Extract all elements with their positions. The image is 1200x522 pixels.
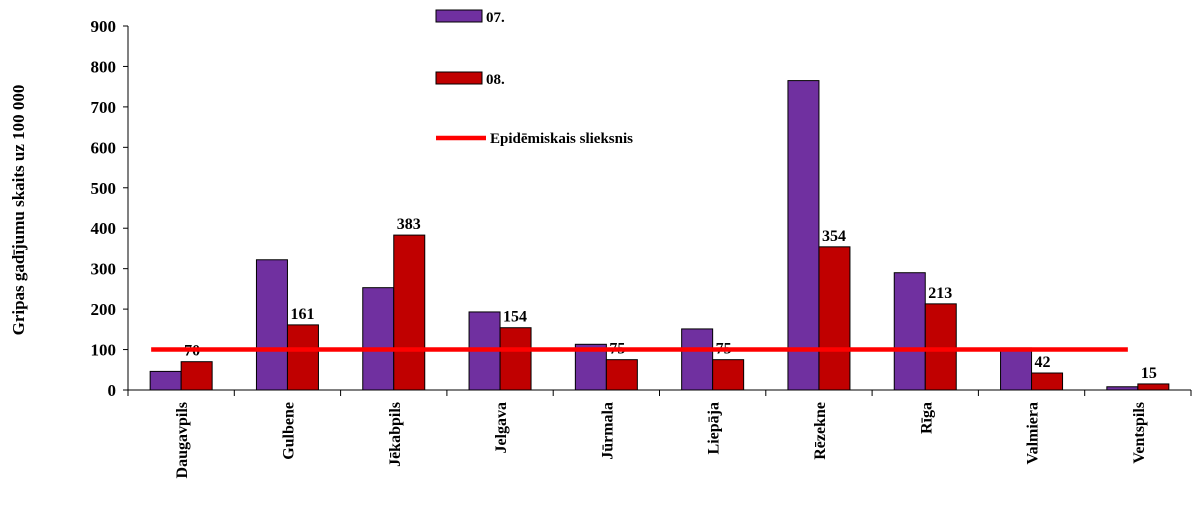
legend-label-07: 07. — [486, 10, 505, 26]
data-label: 15 — [1141, 365, 1157, 382]
x-category-label: Liepāja — [706, 402, 723, 454]
x-category-label: Valmiera — [1025, 402, 1042, 465]
bar-series-07 — [1106, 386, 1139, 391]
data-label: 154 — [503, 309, 527, 326]
x-category-label: Ventspils — [1131, 402, 1148, 464]
legend-swatch-07 — [435, 9, 483, 23]
y-tick-label: 200 — [91, 300, 117, 319]
x-category-label: Rēzekne — [812, 402, 829, 460]
y-tick-label: 800 — [91, 57, 117, 76]
legend: 07. 08. Epidēmiskais slieksnis — [435, 9, 633, 147]
y-tick-label: 900 — [91, 17, 117, 36]
y-tick-label: 400 — [91, 219, 117, 238]
data-label: 161 — [290, 306, 314, 323]
bar-series-08 — [1137, 383, 1170, 391]
x-category-label: Daugavpils — [174, 402, 191, 478]
bar-series-07 — [787, 80, 820, 391]
y-tick-label: 600 — [91, 138, 117, 157]
x-category-label: Rīga — [918, 402, 935, 434]
x-category-label: Jūrmala — [599, 402, 616, 460]
bar-series-08 — [499, 327, 532, 391]
bar-series-07 — [149, 370, 182, 391]
bar-series-08 — [393, 234, 426, 391]
x-category-label: Jelgava — [493, 402, 510, 454]
legend-swatch-08 — [435, 71, 483, 85]
y-axis-title: Gripas gadījumu skaits uz 100 000 — [9, 85, 28, 336]
y-axis-label: Gripas gadījumu skaits uz 100 000 — [9, 85, 28, 336]
y-tick-label: 300 — [91, 260, 117, 279]
data-label: 383 — [397, 216, 421, 233]
data-label: 42 — [1035, 354, 1051, 371]
bar-series-07 — [255, 259, 288, 391]
bar-series-07 — [362, 287, 395, 391]
data-label: 354 — [822, 228, 846, 245]
data-label: 213 — [928, 285, 952, 302]
bar-series-08 — [605, 359, 638, 391]
bar-series-07 — [1000, 347, 1033, 391]
y-tick-label: 100 — [91, 341, 117, 360]
bar-series-08 — [818, 246, 851, 391]
legend-label-08: 08. — [486, 72, 505, 88]
y-tick-label: 0 — [108, 381, 117, 400]
bar-series-07 — [893, 272, 926, 391]
y-tick-label: 700 — [91, 98, 117, 117]
x-category-label: Gulbene — [280, 402, 297, 460]
legend-label-threshold: Epidēmiskais slieksnis — [490, 131, 633, 147]
y-tick-label: 500 — [91, 179, 117, 198]
bar-series-08 — [712, 359, 745, 391]
bar-series-08 — [286, 324, 319, 391]
bar-series-08 — [924, 303, 957, 391]
x-category-label: Jēkabpils — [387, 402, 404, 467]
bar-series-08 — [1031, 372, 1064, 391]
bar-series-07 — [681, 328, 714, 391]
bar-series-08 — [180, 361, 213, 391]
bar-series-07 — [574, 343, 607, 391]
